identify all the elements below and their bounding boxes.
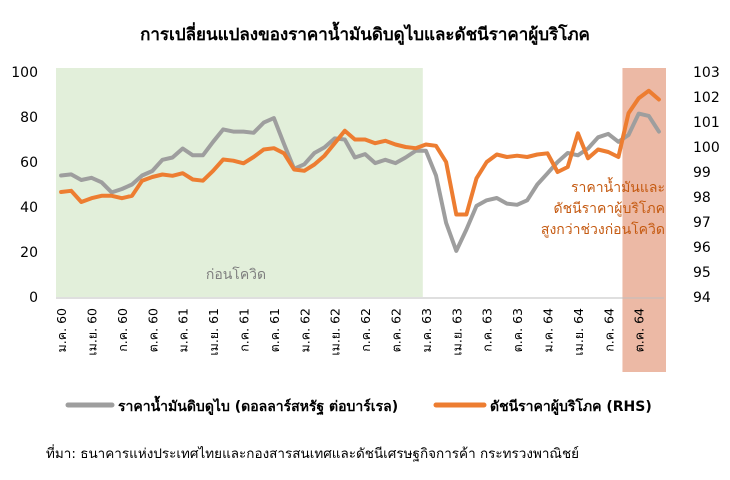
cpi-line xyxy=(59,88,661,217)
y-right-tick-label: 97 xyxy=(693,215,711,231)
x-tick-label: ม.ค. 63 xyxy=(419,308,434,352)
pre-covid-shaded-region xyxy=(56,68,423,297)
x-tick-label: ก.ค. 63 xyxy=(480,308,495,352)
x-tick-label: ต.ค. 61 xyxy=(267,308,282,352)
x-tick-label: ต.ค. 60 xyxy=(145,308,160,352)
x-tick-label: ก.ค. 64 xyxy=(601,308,616,352)
x-tick-label: ก.ค. 60 xyxy=(115,308,130,352)
x-tick-label: เม.ย. 62 xyxy=(328,308,343,356)
high-annotation-line: ดัชนีราคาผู้บริโภค xyxy=(554,200,666,217)
y-right-tick-label: 102 xyxy=(693,90,720,106)
y-left-tick-label: 100 xyxy=(11,65,38,81)
series-cpi xyxy=(59,88,661,217)
y-right-tick-label: 94 xyxy=(693,290,711,306)
high-shaded-region xyxy=(622,68,666,372)
y-left-tick-label: 80 xyxy=(20,110,38,126)
y-right-tick-label: 98 xyxy=(693,190,711,206)
x-tick-label: ต.ค. 62 xyxy=(388,308,403,352)
x-tick-label: เม.ย. 60 xyxy=(84,308,99,356)
x-tick-label: ต.ค. 63 xyxy=(510,308,525,352)
y-right-tick-label: 96 xyxy=(693,240,711,256)
x-tick-label: ก.ค. 62 xyxy=(358,308,373,352)
x-tick-label: ม.ค. 64 xyxy=(540,308,555,352)
y-right-tick-label: 100 xyxy=(693,140,720,156)
legend-item-oil: ราคาน้ำมันดิบดูไบ (ดอลลาร์สหรัฐ ต่อบาร์เ… xyxy=(65,395,398,416)
background-layer xyxy=(56,68,666,372)
legend-label: ราคาน้ำมันดิบดูไบ (ดอลลาร์สหรัฐ ต่อบาร์เ… xyxy=(118,395,398,416)
y-left-tick-label: 0 xyxy=(29,290,38,306)
series-oil xyxy=(59,111,661,253)
high-annotation-line: ราคาน้ำมันและ xyxy=(571,177,665,196)
high-annotation-line: สูงกว่าช่วงก่อนโควิด xyxy=(541,221,665,238)
y-left-tick-label: 40 xyxy=(20,200,38,216)
x-tick-label: ก.ค. 61 xyxy=(236,308,251,352)
pre-covid-label: ก่อนโควิด xyxy=(206,266,266,283)
x-tick-label: ม.ค. 62 xyxy=(297,308,312,352)
x-tick-label: ม.ค. 60 xyxy=(54,308,69,352)
chart-title: การเปลี่ยนแปลงของราคาน้ำมันดิบดูไบและดัช… xyxy=(140,21,590,46)
legend-item-cpi: ดัชนีราคาผู้บริโภค (RHS) xyxy=(433,397,652,415)
y-right-tick-label: 99 xyxy=(693,165,711,181)
x-tick-label: เม.ย. 64 xyxy=(571,308,586,356)
x-tick-label: เม.ย. 61 xyxy=(206,308,221,356)
y-right-tick-label: 103 xyxy=(693,65,720,81)
series-layer xyxy=(59,88,661,253)
x-tick-label: เม.ย. 63 xyxy=(449,308,464,356)
legend-label: ดัชนีราคาผู้บริโภค (RHS) xyxy=(490,397,652,415)
y-left-tick-label: 60 xyxy=(20,155,38,171)
text-layer: การเปลี่ยนแปลงของราคาน้ำมันดิบดูไบและดัช… xyxy=(46,21,665,462)
x-tick-label: ม.ค. 61 xyxy=(176,308,191,352)
y-left-tick-label: 20 xyxy=(20,245,38,261)
x-tick-label: ต.ค. 64 xyxy=(632,308,647,352)
source-note: ที่มา: ธนาคารแห่งประเทศไทยและกองสารสนเทศ… xyxy=(46,444,579,462)
legend: ราคาน้ำมันดิบดูไบ (ดอลลาร์สหรัฐ ต่อบาร์เ… xyxy=(65,395,652,416)
y-right-tick-label: 95 xyxy=(693,265,711,281)
oil-price-line xyxy=(59,111,661,253)
axis-layer: 0 20 40 60 80 100 94 95 96 97 98 99 100 101 102 103 ม.ค.… xyxy=(11,65,719,356)
y-right-tick-label: 101 xyxy=(693,115,720,131)
